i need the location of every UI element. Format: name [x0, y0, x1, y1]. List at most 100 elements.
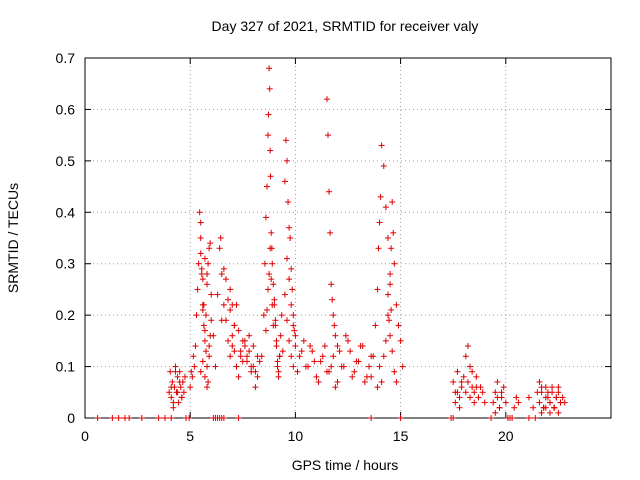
data-point [347, 348, 354, 355]
data-point [250, 363, 257, 370]
data-point [267, 245, 274, 252]
data-point [197, 368, 204, 375]
y-axis-label: SRMTID / TECUs [5, 183, 21, 293]
x-tick-label: 5 [186, 428, 194, 444]
data-point [229, 301, 236, 308]
data-point [395, 322, 402, 329]
data-point [464, 343, 471, 349]
data-point [235, 373, 242, 380]
data-point [167, 368, 174, 375]
y-tick-label: 0.1 [56, 359, 76, 375]
data-point [250, 343, 257, 349]
data-point [174, 389, 181, 396]
data-point [542, 384, 549, 391]
data-point [311, 358, 318, 365]
data-point [181, 373, 188, 380]
data-point [399, 363, 406, 370]
data-point [218, 317, 225, 324]
data-point [473, 384, 480, 391]
data-point [281, 178, 288, 185]
data-point [174, 373, 181, 380]
axis-ticks [84, 57, 611, 419]
data-point [261, 260, 268, 267]
data-point [220, 415, 227, 421]
data-point [286, 276, 293, 283]
data-point [287, 235, 294, 241]
data-point [207, 240, 214, 247]
data-point [186, 415, 193, 421]
data-point [205, 260, 212, 267]
data-point [462, 353, 469, 360]
data-point [115, 415, 122, 421]
data-point [190, 353, 197, 360]
data-point [469, 368, 476, 375]
data-point [204, 363, 211, 370]
data-point [197, 235, 204, 241]
data-point [168, 384, 175, 391]
data-point [246, 332, 253, 339]
data-point [380, 163, 387, 169]
data-point [265, 132, 272, 139]
data-point [231, 322, 238, 329]
data-point [460, 373, 467, 380]
data-point [267, 147, 274, 154]
data-point [553, 394, 560, 401]
data-point [200, 322, 207, 329]
data-point [496, 404, 503, 411]
data-point [378, 379, 385, 385]
data-point [331, 322, 338, 329]
data-point [326, 188, 333, 195]
data-point [391, 368, 398, 375]
data-point [502, 399, 509, 406]
data-point [239, 337, 246, 344]
data-point [216, 245, 223, 252]
data-point [189, 373, 196, 380]
data-point [525, 394, 532, 401]
data-point [206, 245, 213, 252]
data-point [388, 245, 395, 252]
data-point [199, 276, 206, 283]
data-point [391, 260, 398, 267]
data-point [378, 142, 385, 149]
data-point [551, 404, 558, 411]
grid-lines [85, 58, 611, 418]
data-point [290, 363, 297, 370]
data-point [172, 368, 179, 375]
data-point [370, 353, 377, 360]
data-point [218, 271, 225, 277]
data-point [258, 353, 265, 360]
data-point [285, 199, 292, 205]
data-point [198, 271, 205, 277]
data-point [269, 301, 276, 308]
data-point [467, 363, 474, 370]
data-point [307, 343, 314, 349]
data-point [353, 358, 360, 365]
data-point [319, 353, 326, 360]
data-point [542, 404, 549, 411]
data-point [376, 363, 383, 370]
data-point [549, 389, 556, 396]
data-point [206, 343, 213, 349]
data-point [357, 343, 364, 349]
data-point [555, 409, 562, 416]
data-point [544, 394, 551, 401]
data-point [380, 353, 387, 360]
data-point [288, 353, 295, 360]
data-point [351, 368, 358, 375]
data-point [210, 332, 217, 339]
data-point [349, 373, 356, 380]
data-point [368, 415, 375, 421]
data-point [384, 312, 391, 319]
data-point [229, 332, 236, 339]
data-point [193, 312, 200, 319]
data-point [274, 363, 281, 370]
data-point [473, 373, 480, 380]
data-point [559, 394, 566, 401]
data-point [168, 394, 175, 401]
data-point [397, 337, 404, 344]
data-point [168, 415, 175, 421]
data-point [246, 348, 253, 355]
data-point [458, 384, 465, 391]
data-point [197, 250, 204, 257]
x-tick-label: 15 [393, 428, 409, 444]
